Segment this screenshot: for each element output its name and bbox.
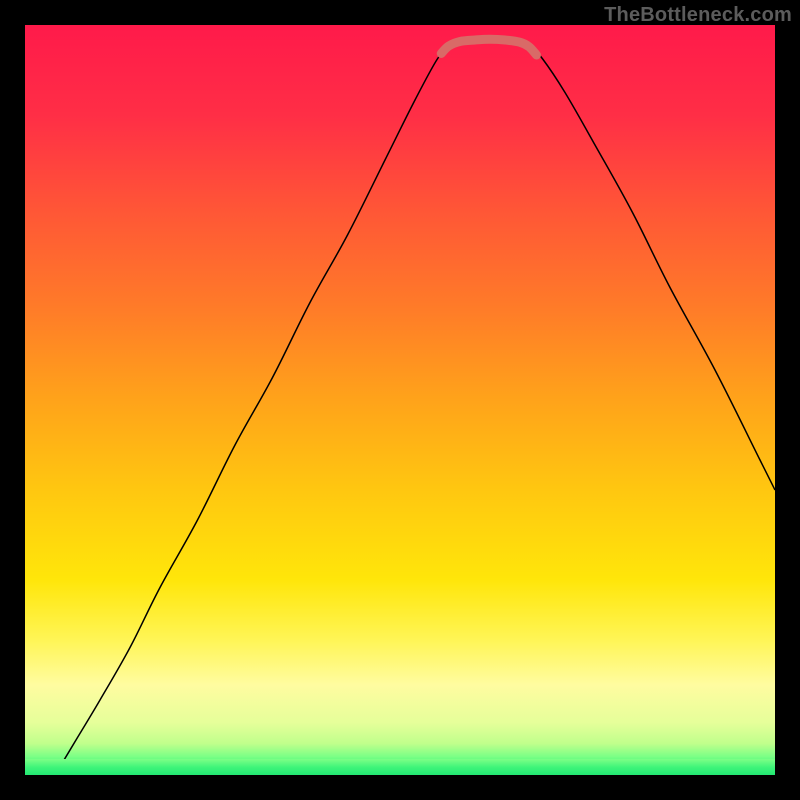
chart-curves	[25, 25, 775, 775]
left-curve	[55, 48, 449, 776]
sweet-spot-segment	[441, 39, 536, 55]
watermark-text: TheBottleneck.com	[604, 4, 792, 27]
bottom-green-band	[25, 759, 775, 775]
plot-area	[25, 25, 775, 775]
right-curve	[531, 48, 775, 491]
